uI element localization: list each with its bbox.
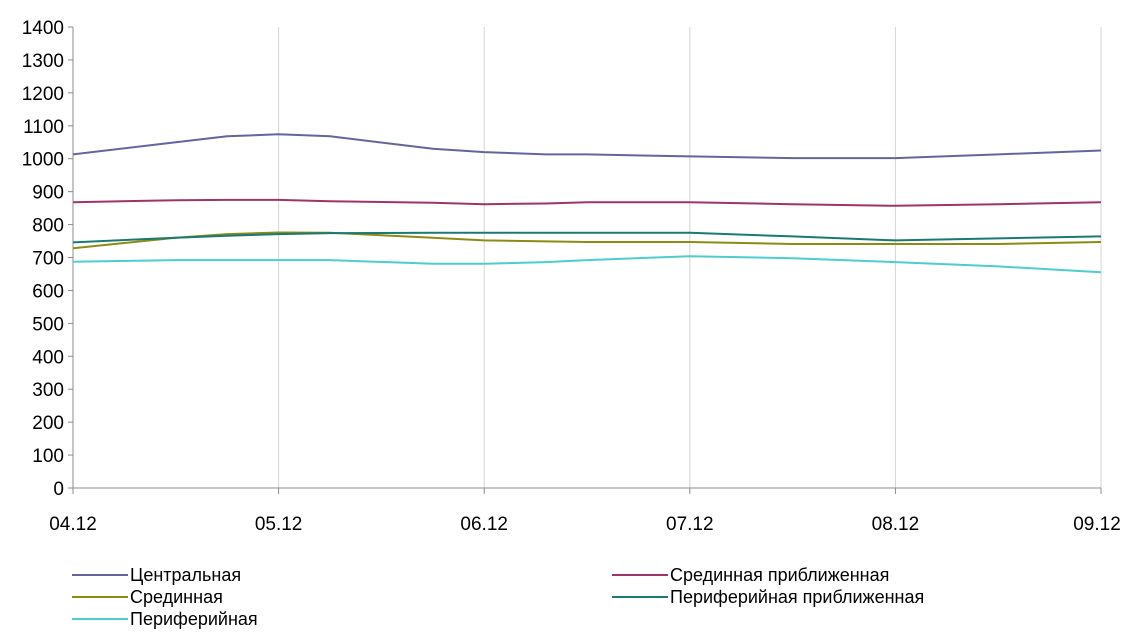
legend-item-median-near: Срединная приближенная: [612, 564, 889, 586]
y-tick-label-13: 1300: [22, 51, 64, 72]
axes: [72, 27, 1101, 489]
y-tick-label-14: 1400: [22, 18, 64, 39]
legend-swatch-median: [72, 596, 128, 598]
series-line-4: [72, 255, 1102, 274]
y-tick-label-6: 600: [32, 281, 64, 302]
y-tick-label-0: 0: [53, 479, 64, 500]
x-tick-label-3: 07.12: [666, 514, 714, 535]
legend-swatch-peripheral-near: [612, 596, 668, 598]
series-line-1: [72, 198, 1102, 207]
y-tick-label-1: 100: [32, 446, 64, 467]
x-tick-label-0: 04.12: [49, 514, 97, 535]
x-tick-label-2: 06.12: [460, 514, 508, 535]
legend-label-central: Центральная: [130, 564, 242, 585]
series-lines: [72, 133, 1102, 274]
y-tick-label-8: 800: [32, 216, 64, 237]
y-tick-label-7: 700: [32, 249, 64, 270]
y-tick-label-11: 1100: [23, 117, 64, 138]
x-tick-label-5: 09.12: [1073, 514, 1121, 535]
series-line-3: [72, 231, 1102, 244]
y-tick-label-5: 500: [32, 314, 64, 335]
line-chart: 0 100 200 300 400 500 600 700 800 900 1000 1100 1200…: [22, 18, 1121, 535]
y-tick-label-3: 300: [32, 380, 64, 401]
legend-item-peripheral-near: Периферийная приближенная: [612, 586, 924, 608]
y-tick-label-2: 200: [32, 413, 64, 434]
legend-label-median: Срединная: [130, 586, 223, 607]
y-tick-label-12: 1200: [22, 84, 64, 105]
legend-item-peripheral: Периферийная: [72, 608, 258, 630]
y-tick-label-9: 900: [32, 183, 64, 204]
legend-swatch-median-near: [612, 574, 668, 576]
series-line-0: [72, 133, 1102, 160]
legend-label-peripheral: Периферийная: [130, 608, 258, 629]
legend-swatch-central: [72, 574, 128, 576]
legend-item-central: Центральная: [72, 564, 241, 586]
grid: [278, 27, 1102, 488]
y-tick-label-10: 1000: [22, 150, 64, 171]
y-axis-ticks: 0 100 200 300 400 500 600 700 800 900 1000 1100 1200…: [22, 18, 73, 500]
x-tick-label-4: 08.12: [872, 514, 920, 535]
legend: Центральная Срединная приближенная Среди…: [0, 560, 1133, 630]
y-tick-label-4: 400: [32, 347, 64, 368]
legend-item-median: Срединная: [72, 586, 223, 608]
legend-label-peripheral-near: Периферийная приближенная: [670, 586, 925, 607]
series-line-2: [72, 231, 1102, 250]
legend-swatch-peripheral: [72, 618, 128, 620]
x-axis-ticks: 04.12 05.12 06.12 07.12 08.12 09.12: [49, 488, 1121, 535]
legend-label-median-near: Срединная приближенная: [670, 564, 890, 585]
x-tick-label-1: 05.12: [255, 514, 303, 535]
